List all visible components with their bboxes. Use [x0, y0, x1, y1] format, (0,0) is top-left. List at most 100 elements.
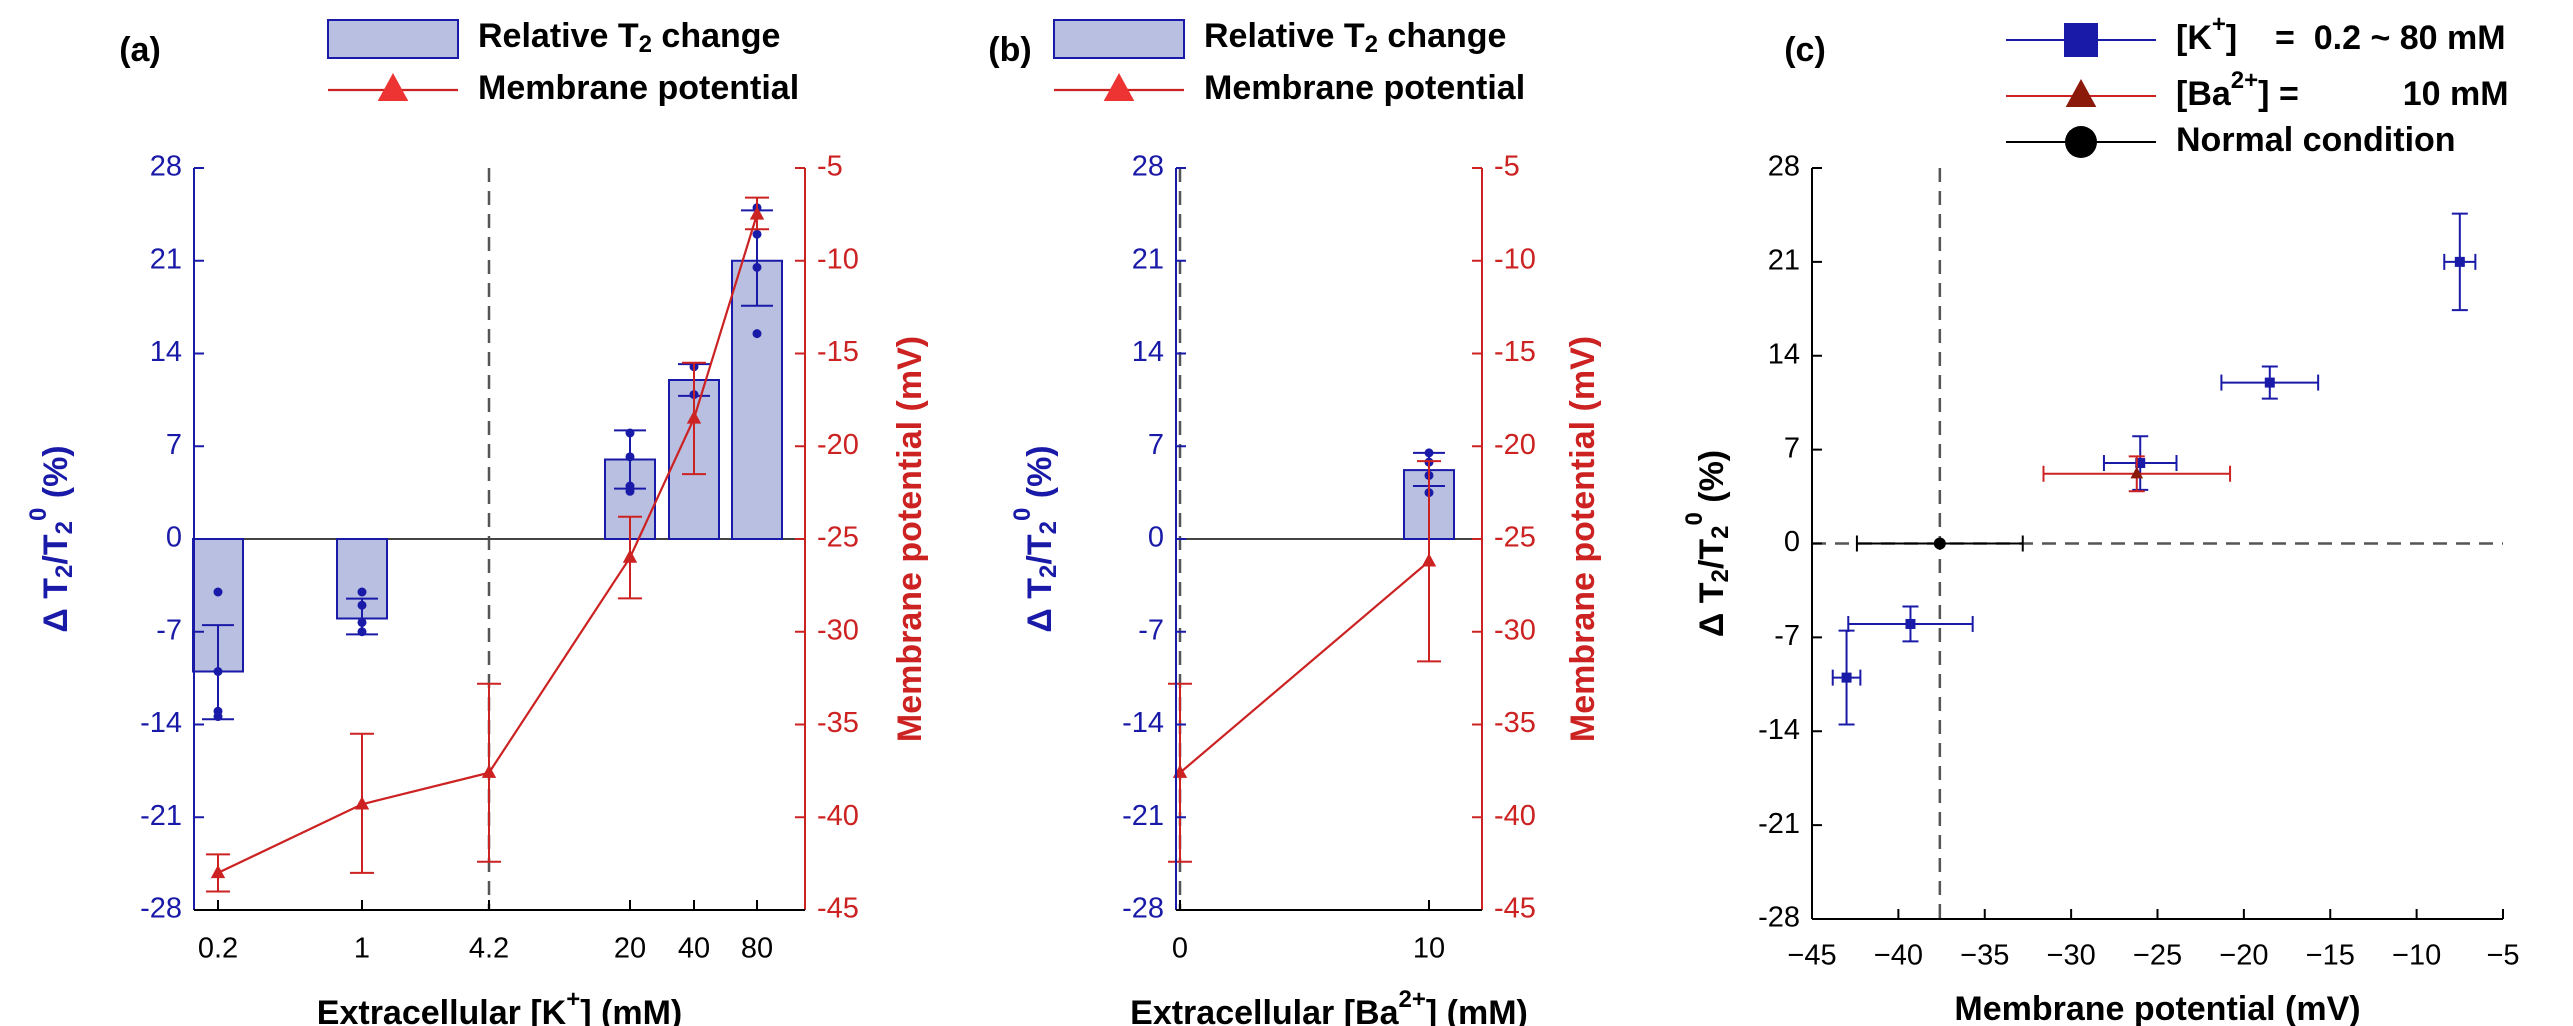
left-tick-label: 0	[166, 522, 182, 554]
individual-data-point	[357, 587, 367, 597]
potential-marker	[481, 764, 497, 778]
x-tick-label: 20	[614, 933, 646, 965]
left-tick-label: 28	[150, 151, 182, 183]
left-tick-label: 14	[1132, 336, 1164, 368]
right-tick-label: -10	[817, 243, 859, 275]
x-tick-label: 4.2	[469, 933, 509, 965]
membrane-potential-line	[1179, 560, 1430, 774]
legend-label-normal: Normal condition	[2176, 121, 2456, 159]
left-tick-label: -28	[140, 893, 182, 925]
individual-data-point	[213, 667, 223, 676]
left-tick-label: -14	[1122, 707, 1164, 739]
left-tick-label: 7	[1148, 429, 1164, 461]
left-tick-label: -7	[156, 614, 182, 646]
right-tick-label: -35	[1494, 707, 1536, 739]
legend-triangle-marker	[377, 73, 409, 102]
individual-data-point	[625, 452, 635, 462]
individual-data-point	[752, 262, 762, 272]
right-tick-label: -30	[817, 614, 859, 646]
x-tick-label: −20	[2219, 940, 2268, 972]
x-tick-label: 1	[354, 933, 370, 965]
panel-c: 28 21 14 7 0 -7 -14 -21 -28 −45 −40 −35 −30 −25 −20 −15…	[1681, 11, 2519, 1026]
membrane-potential-line	[217, 214, 759, 874]
ba-data-point	[2130, 466, 2144, 479]
right-tick-label: -15	[1494, 336, 1536, 368]
left-tick-label: 21	[1132, 243, 1164, 275]
left-tick-label: -21	[1122, 800, 1164, 832]
left-tick-label: -28	[1122, 893, 1164, 925]
x-tick-label: −45	[1787, 940, 1836, 972]
individual-data-point	[752, 329, 762, 339]
k-data-point	[1841, 672, 1852, 683]
left-tick-label: 28	[1132, 151, 1164, 183]
x-tick-label: 40	[678, 933, 710, 965]
potential-marker	[622, 549, 638, 563]
normal-data-point	[1933, 537, 1946, 550]
legend-bar-swatch	[327, 19, 459, 59]
k-data-point	[2264, 377, 2275, 388]
left-tick-label: 7	[166, 429, 182, 461]
k-data-point	[2135, 458, 2146, 469]
x-tick-label: −35	[1960, 940, 2009, 972]
legend-circle-marker	[2065, 126, 2097, 158]
right-axis-title: Membrane potential (mV)	[891, 336, 929, 742]
panel-a: 28 21 14 7 0 -7 -14 -21 -28 -5 -10 -15 -20 -25 -30 -35 -…	[25, 17, 929, 1026]
x-tick-label: −5	[2486, 940, 2519, 972]
left-tick-label: 14	[150, 336, 182, 368]
legend-triangle-marker	[1103, 73, 1135, 102]
k-data-point	[1905, 618, 1916, 629]
right-tick-label: -45	[817, 893, 859, 925]
left-tick-label: 0	[1148, 522, 1164, 554]
potential-marker	[1421, 553, 1437, 567]
x-tick-label: −15	[2306, 940, 2355, 972]
y-tick-label: -21	[1758, 808, 1800, 840]
potential-marker	[1172, 764, 1188, 778]
right-tick-label: -25	[817, 522, 859, 554]
x-tick-label: 80	[741, 933, 773, 965]
x-tick-label: −30	[2047, 940, 2096, 972]
panel-label: (a)	[119, 31, 161, 69]
x-tick-label: 0	[1172, 933, 1188, 965]
x-axis-title: Membrane potential (mV)	[1954, 990, 2360, 1026]
x-tick-label: −25	[2133, 940, 2182, 972]
potential-marker	[749, 206, 765, 220]
potential-marker	[686, 410, 702, 424]
legend-label-ba: [Ba2+] = 10 mM	[2176, 67, 2509, 113]
y-axis-title: Δ T2/T20 (%)	[1681, 450, 1734, 637]
y-tick-label: 28	[1768, 151, 1800, 183]
panel-label: (c)	[1784, 31, 1826, 69]
legend-label-k: [K+] = 0.2 ~ 80 mM	[2176, 11, 2506, 57]
individual-data-point	[213, 587, 223, 597]
x-tick-label: 0.2	[198, 933, 238, 965]
individual-data-point	[357, 617, 367, 627]
potential-marker	[210, 864, 226, 879]
x-tick-label: −10	[2392, 940, 2441, 972]
panel-label: (b)	[988, 31, 1031, 69]
left-tick-label: -14	[140, 707, 182, 739]
x-axis-title: Extracellular [Ba2+] (mM)	[1130, 986, 1528, 1026]
individual-data-point	[1424, 448, 1434, 458]
y-tick-label: -14	[1758, 714, 1800, 746]
right-tick-label: -30	[1494, 614, 1536, 646]
individual-data-point	[625, 486, 635, 496]
left-axis-title: Δ T2/T20 (%)	[1009, 445, 1062, 632]
right-tick-label: -20	[1494, 429, 1536, 461]
x-tick-label: 10	[1413, 933, 1445, 965]
individual-data-point	[213, 712, 223, 722]
legend-label-t2: Relative T2 change	[478, 17, 780, 58]
legend-label-t2: Relative T2 change	[1204, 17, 1506, 58]
y-tick-label: 14	[1768, 338, 1800, 370]
x-tick-label: −40	[1874, 940, 1923, 972]
legend-triangle-marker	[2065, 79, 2097, 108]
individual-data-point	[357, 600, 367, 610]
x-axis-title: Extracellular [K+] (mM)	[317, 986, 682, 1026]
right-tick-label: -45	[1494, 893, 1536, 925]
k-data-point	[2454, 256, 2465, 267]
y-tick-label: 0	[1784, 526, 1800, 558]
bar	[731, 259, 783, 540]
right-tick-label: -15	[817, 336, 859, 368]
right-axis-title: Membrane potential (mV)	[1564, 336, 1602, 742]
right-tick-label: -25	[1494, 522, 1536, 554]
right-tick-label: -40	[1494, 800, 1536, 832]
bar	[192, 538, 244, 673]
